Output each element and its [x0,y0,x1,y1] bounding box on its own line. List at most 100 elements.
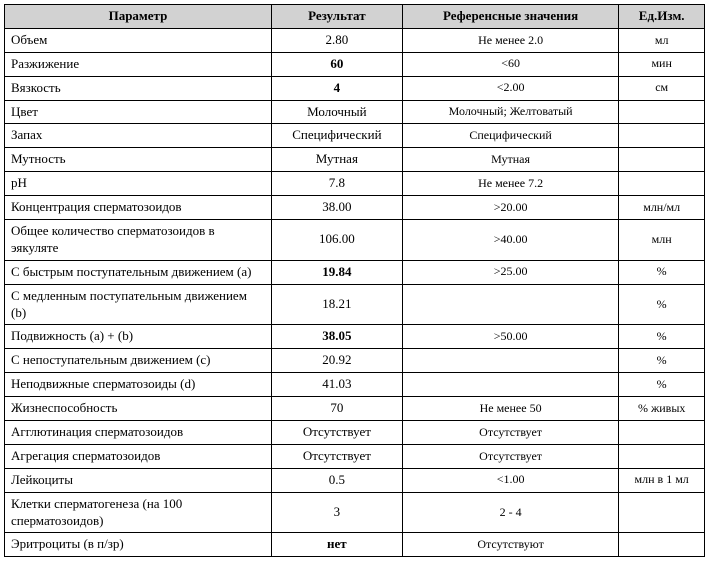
table-row: С быстрым поступательным движением (a)19… [5,260,705,284]
header-ref: Референсные значения [402,5,619,29]
cell-param: Мутность [5,148,272,172]
cell-param: Подвижность (a) + (b) [5,325,272,349]
cell-result: Молочный [271,100,402,124]
cell-ref: Отсутствует [402,421,619,445]
cell-unit: млн в 1 мл [619,468,705,492]
cell-unit: % [619,349,705,373]
results-table: Параметр Результат Референсные значения … [4,4,705,557]
cell-result: 38.05 [271,325,402,349]
cell-param: Общее количество сперматозоидов в эякуля… [5,220,272,261]
cell-ref: Не менее 2.0 [402,28,619,52]
cell-result: 18.21 [271,284,402,325]
table-row: Объем2.80Не менее 2.0мл [5,28,705,52]
table-row: Неподвижные сперматозоиды (d)41.03% [5,373,705,397]
table-row: Вязкость4<2.00см [5,76,705,100]
cell-result: Отсутствует [271,444,402,468]
cell-param: Разжижение [5,52,272,76]
cell-unit: млн [619,220,705,261]
cell-ref: Мутная [402,148,619,172]
table-row: pH7.8Не менее 7.2 [5,172,705,196]
table-row: Общее количество сперматозоидов в эякуля… [5,220,705,261]
cell-ref: Не менее 50 [402,397,619,421]
cell-param: Цвет [5,100,272,124]
cell-result: 70 [271,397,402,421]
cell-param: Неподвижные сперматозоиды (d) [5,373,272,397]
cell-unit: % [619,373,705,397]
cell-result: 19.84 [271,260,402,284]
cell-unit [619,124,705,148]
header-param: Параметр [5,5,272,29]
cell-ref: >20.00 [402,196,619,220]
cell-unit: см [619,76,705,100]
cell-unit [619,172,705,196]
cell-unit [619,492,705,533]
table-row: Клетки сперматогенеза (на 100 сперматозо… [5,492,705,533]
table-row: Жизнеспособность70Не менее 50% живых [5,397,705,421]
cell-unit: % живых [619,397,705,421]
cell-param: Объем [5,28,272,52]
cell-unit: % [619,260,705,284]
header-unit: Ед.Изм. [619,5,705,29]
cell-result: 7.8 [271,172,402,196]
table-row: С непоступательным движением (c)20.92% [5,349,705,373]
cell-ref: 2 - 4 [402,492,619,533]
cell-result: 38.00 [271,196,402,220]
cell-result: 20.92 [271,349,402,373]
cell-ref: Отсутствуют [402,533,619,557]
cell-param: С непоступательным движением (c) [5,349,272,373]
cell-ref: Отсутствует [402,444,619,468]
cell-result: 2.80 [271,28,402,52]
cell-ref: <60 [402,52,619,76]
cell-result: Мутная [271,148,402,172]
cell-ref: Не менее 7.2 [402,172,619,196]
cell-param: Концентрация сперматозоидов [5,196,272,220]
cell-result: 4 [271,76,402,100]
cell-unit: мл [619,28,705,52]
cell-result: 60 [271,52,402,76]
cell-result: 41.03 [271,373,402,397]
cell-param: Агрегация сперматозоидов [5,444,272,468]
table-row: Подвижность (a) + (b)38.05>50.00% [5,325,705,349]
cell-ref: >25.00 [402,260,619,284]
cell-ref [402,349,619,373]
cell-unit [619,444,705,468]
cell-result: 3 [271,492,402,533]
table-row: С медленным поступательным движением (b)… [5,284,705,325]
cell-unit [619,421,705,445]
header-result: Результат [271,5,402,29]
table-row: ЦветМолочныйМолочный; Желтоватый [5,100,705,124]
table-row: Агглютинация сперматозоидовОтсутствуетОт… [5,421,705,445]
cell-param: Лейкоциты [5,468,272,492]
cell-result: Отсутствует [271,421,402,445]
cell-ref: >40.00 [402,220,619,261]
cell-unit [619,100,705,124]
table-row: Агрегация сперматозоидовОтсутствуетОтсут… [5,444,705,468]
cell-unit [619,533,705,557]
cell-result: нет [271,533,402,557]
cell-param: Клетки сперматогенеза (на 100 сперматозо… [5,492,272,533]
cell-param: Запах [5,124,272,148]
cell-param: С медленным поступательным движением (b) [5,284,272,325]
cell-ref [402,373,619,397]
cell-param: Эритроциты (в п/зр) [5,533,272,557]
cell-ref: Специфический [402,124,619,148]
cell-unit: % [619,325,705,349]
cell-unit [619,148,705,172]
header-row: Параметр Результат Референсные значения … [5,5,705,29]
cell-result: 106.00 [271,220,402,261]
cell-ref: Молочный; Желтоватый [402,100,619,124]
cell-param: С быстрым поступательным движением (a) [5,260,272,284]
cell-ref: <2.00 [402,76,619,100]
cell-ref: <1.00 [402,468,619,492]
cell-unit: млн/мл [619,196,705,220]
cell-result: Специфический [271,124,402,148]
cell-ref: >50.00 [402,325,619,349]
cell-unit: мин [619,52,705,76]
table-row: Лейкоциты0.5<1.00млн в 1 мл [5,468,705,492]
cell-param: Жизнеспособность [5,397,272,421]
cell-param: Вязкость [5,76,272,100]
cell-param: Агглютинация сперматозоидов [5,421,272,445]
table-row: МутностьМутнаяМутная [5,148,705,172]
table-row: ЗапахСпецифическийСпецифический [5,124,705,148]
cell-ref [402,284,619,325]
